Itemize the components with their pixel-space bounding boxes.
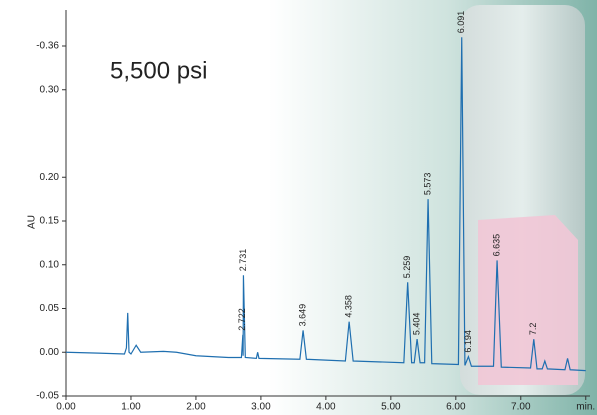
x-tick-label: min.	[576, 402, 595, 413]
x-tick-label: 6.00	[446, 402, 466, 413]
y-tick-label: 0.20	[40, 172, 60, 183]
peak-label: 4.358	[344, 295, 354, 318]
y-tick-label: 0.00	[40, 347, 60, 358]
peak-label: 7.2	[528, 323, 538, 336]
annotation: 5,500 psi	[110, 57, 207, 84]
peak-label: 6.091	[456, 11, 466, 34]
x-tick-label: 0.00	[56, 402, 76, 413]
x-tick-label: 4.00	[316, 402, 336, 413]
peak-label: 6.635	[491, 234, 501, 257]
y-tick-label: 0.10	[40, 259, 60, 270]
y-tick-label: 0.30	[40, 84, 60, 95]
x-tick-label: 7.00	[511, 402, 531, 413]
x-tick-label: 1.00	[121, 402, 141, 413]
peak-label: 3.649	[297, 304, 307, 327]
peak-label: 5.404	[411, 313, 421, 336]
y-tick-label: 0.05	[40, 303, 60, 314]
y-tick-label: -0.05	[36, 391, 59, 402]
y-axis-label: AU	[27, 215, 38, 229]
peak-label: 5.573	[422, 173, 432, 196]
trace	[65, 37, 586, 372]
peak-label: 6.194	[463, 330, 473, 353]
x-tick-label: 3.00	[251, 402, 271, 413]
vial-liquid	[478, 215, 578, 385]
peak-label: 2.731	[238, 249, 248, 272]
x-tick-label: 2.00	[186, 402, 206, 413]
y-tick-label: 0.15	[40, 216, 60, 227]
y-tick-label: -0.36	[36, 41, 59, 52]
peak-label: 2.722	[237, 308, 247, 331]
peak-label: 5.259	[402, 256, 412, 279]
x-tick-label: 5.00	[381, 402, 401, 413]
